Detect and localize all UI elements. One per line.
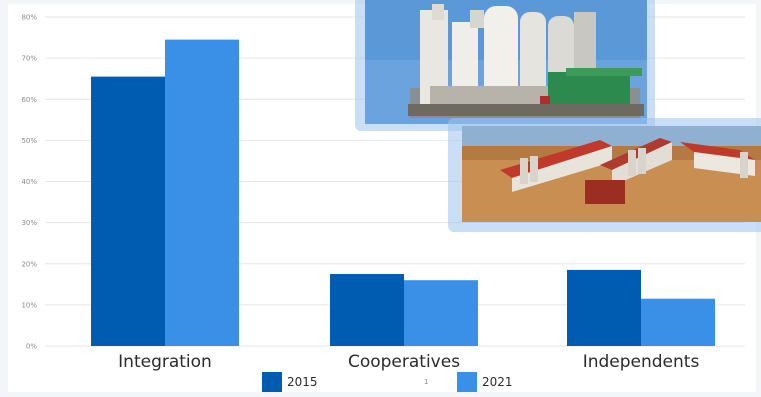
bar-2015-cooperatives <box>330 274 404 346</box>
y-tick-label: 40% <box>21 178 37 186</box>
bar-2021-integration <box>165 39 239 347</box>
y-tick-label: 0% <box>26 343 37 351</box>
y-axis-ticks: 0% 10% 20% 30% 40% 50% 60% 70% 80% <box>21 14 37 351</box>
poultry-farm-photo <box>448 118 761 232</box>
bar-2021-cooperatives <box>404 280 478 346</box>
legend-swatch-2015 <box>262 372 282 392</box>
grain-silo-photo <box>355 0 655 131</box>
legend-label-2015: 2015 <box>287 375 318 389</box>
legend-extra-text: 1 <box>424 378 428 386</box>
y-tick-label: 30% <box>21 219 37 227</box>
y-tick-label: 50% <box>21 137 37 145</box>
bar-2015-integration <box>91 76 165 346</box>
bar-2015-independents <box>567 269 641 346</box>
y-tick-label: 60% <box>21 96 37 104</box>
y-tick-label: 80% <box>21 14 37 22</box>
legend-label-2021: 2021 <box>482 375 513 389</box>
legend-swatch-2021 <box>457 372 477 392</box>
category-label-integration: Integration <box>118 352 212 372</box>
bar-2021-independents <box>641 298 715 346</box>
category-label-cooperatives: Cooperatives <box>348 352 460 372</box>
category-labels: Integration Cooperatives Independents <box>118 352 699 372</box>
y-tick-label: 70% <box>21 55 37 63</box>
bars <box>91 39 715 347</box>
category-label-independents: Independents <box>583 352 700 372</box>
y-tick-label: 10% <box>21 301 37 309</box>
legend: 2015 1 2021 <box>262 372 513 392</box>
y-tick-label: 20% <box>21 260 37 268</box>
